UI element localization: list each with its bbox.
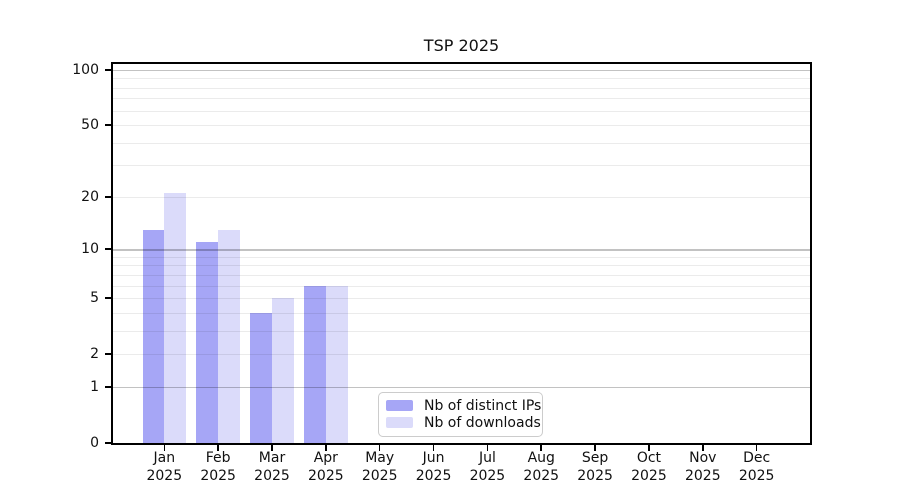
legend-item-distinct-ips: Nb of distinct IPs <box>379 397 542 414</box>
bar-downloads-feb <box>218 229 240 443</box>
y-tick-label-1: 1 <box>90 378 99 395</box>
grid-line-90 <box>113 78 810 80</box>
y-tick-label-5: 5 <box>90 290 99 307</box>
grid-line-2 <box>113 354 810 356</box>
x-tick-label-jan: Jan 2025 <box>146 450 183 484</box>
grid-line-30 <box>113 165 810 167</box>
legend: Nb of distinct IPs Nb of downloads <box>378 392 543 437</box>
grid-line-8 <box>113 265 810 267</box>
x-tick-mark-sep <box>594 444 596 451</box>
legend-swatch-downloads <box>386 417 413 428</box>
x-tick-mark-jul <box>486 444 489 451</box>
y-tick-label-0: 0 <box>90 435 99 451</box>
x-tick-label-nov: Nov 2025 <box>684 450 721 484</box>
y-tick-label-10: 10 <box>81 241 99 258</box>
x-tick-mark-nov <box>702 444 704 451</box>
x-tick-label-jun: Jun 2025 <box>415 450 452 484</box>
x-tick-mark-aug <box>540 444 543 451</box>
legend-label-distinct-ips: Nb of distinct IPs <box>424 397 542 414</box>
legend-label-downloads: Nb of downloads <box>424 414 541 431</box>
x-tick-mark-feb <box>217 444 219 451</box>
y-tick-label-2: 2 <box>90 346 99 363</box>
x-tick-label-feb: Feb 2025 <box>200 450 236 484</box>
y-tick-label-50: 50 <box>81 117 99 134</box>
y-tick-label-20: 20 <box>81 188 99 205</box>
x-tick-label-jul: Jul 2025 <box>469 450 506 484</box>
y-tick-mark-1 <box>105 386 112 388</box>
x-tick-mark-oct <box>648 444 650 451</box>
grid-line-70 <box>113 98 810 100</box>
y-tick-mark-2 <box>105 353 112 355</box>
chart-title: TSP 2025 <box>423 36 500 55</box>
x-tick-mark-may <box>378 444 381 451</box>
x-tick-mark-jun <box>432 444 435 451</box>
x-tick-label-oct: Oct 2025 <box>631 450 667 484</box>
legend-swatch-distinct-ips <box>386 400 413 411</box>
grid-line-40 <box>113 142 810 144</box>
x-tick-label-dec: Dec 2025 <box>738 450 775 484</box>
grid-line-6 <box>113 285 810 287</box>
x-tick-mark-apr <box>325 444 327 451</box>
grid-line-20 <box>113 196 810 198</box>
grid-line-10 <box>113 249 810 251</box>
y-tick-label-100: 100 <box>72 62 99 78</box>
bar-downloads-jan <box>164 193 187 443</box>
bar-downloads-mar <box>272 298 294 443</box>
y-tick-mark-20 <box>105 196 112 198</box>
grid-line-60 <box>113 110 810 112</box>
grid-line-50 <box>113 125 810 127</box>
x-tick-label-may: May 2025 <box>361 450 398 484</box>
x-tick-label-apr: Apr 2025 <box>308 450 344 484</box>
grid-line-80 <box>113 87 810 89</box>
bar-ips-apr <box>304 285 326 443</box>
bar-ips-feb <box>196 242 219 443</box>
y-tick-mark-5 <box>105 297 112 299</box>
left-spine <box>111 62 113 445</box>
grid-line-5 <box>113 298 810 300</box>
y-tick-mark-100 <box>105 69 112 71</box>
y-tick-mark-50 <box>105 124 112 127</box>
grid-line-4 <box>113 312 810 314</box>
bottom-spine <box>111 443 812 445</box>
legend-item-downloads: Nb of downloads <box>379 414 542 431</box>
x-tick-mark-dec <box>755 444 758 451</box>
grid-line-9 <box>113 256 810 258</box>
x-tick-label-mar: Mar 2025 <box>254 450 290 484</box>
y-tick-mark-0 <box>105 442 112 444</box>
x-tick-label-sep: Sep 2025 <box>577 450 613 484</box>
x-tick-label-aug: Aug 2025 <box>523 450 560 484</box>
y-tick-mark-10 <box>105 248 112 250</box>
grid-line-100 <box>113 70 810 72</box>
bar-ips-mar <box>250 312 272 443</box>
right-spine <box>810 62 812 445</box>
grid-line-1 <box>113 386 810 389</box>
grid-line-3 <box>113 330 810 332</box>
x-tick-mark-jan <box>163 444 166 451</box>
bar-downloads-apr <box>325 285 348 443</box>
x-tick-mark-mar <box>271 444 273 451</box>
top-spine <box>111 62 812 64</box>
grid-line-7 <box>113 274 810 276</box>
bar-ips-jan <box>142 229 165 443</box>
